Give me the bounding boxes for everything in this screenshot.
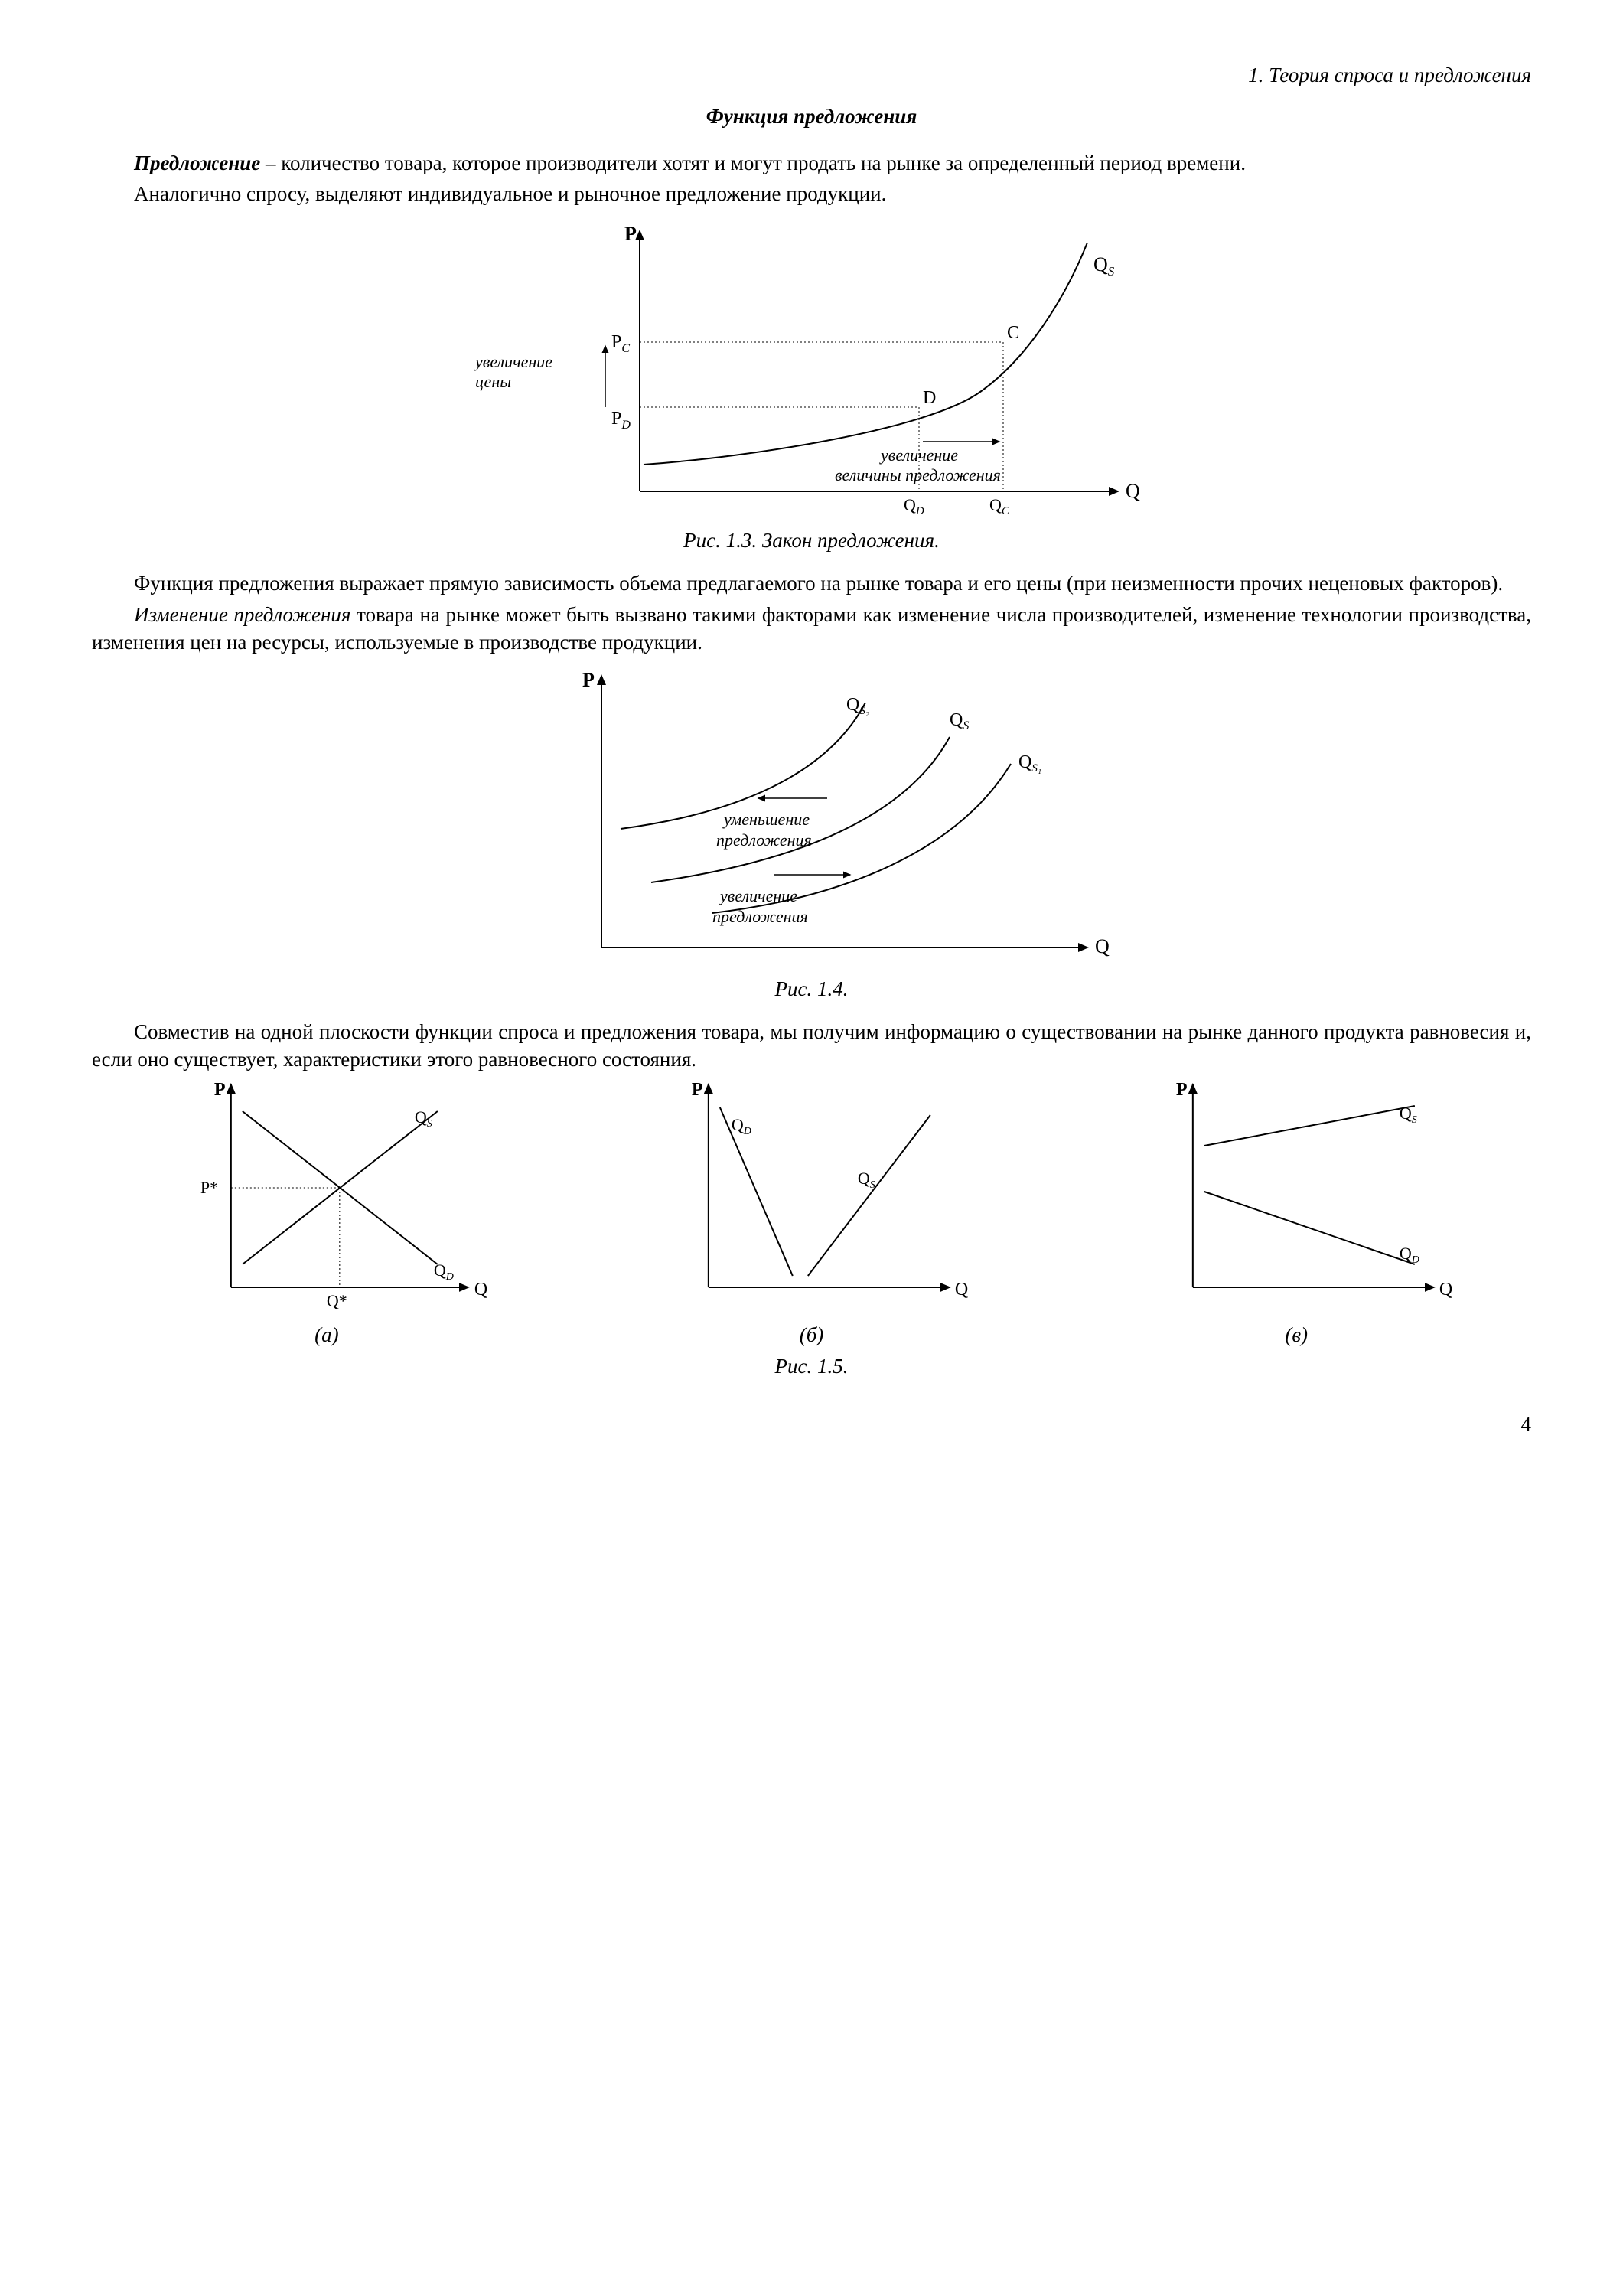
svg-text:QD: QD (434, 1261, 454, 1283)
figure-1-5-c: P Q QS QD (1061, 1077, 1531, 1314)
svg-text:Q: Q (1439, 1280, 1452, 1300)
label-pd: PD (611, 409, 631, 432)
para-3: Функция предложения выражает прямую зави… (92, 569, 1531, 597)
figure-1-3: P Q QS C D PC PD QD QC увеличение цены у… (468, 216, 1156, 522)
label-qs-main: QS (950, 710, 969, 732)
fig14-caption: Рис. 1.4. (92, 975, 1531, 1003)
term-change: Изменение предложения (134, 603, 351, 626)
term-supply: Предложение (134, 152, 260, 174)
figure-1-5-row: P Q QS QD P* Q* (а) P Q (92, 1077, 1531, 1349)
supply-curve (644, 243, 1087, 465)
chapter-header: 1. Теория спроса и предложения (92, 61, 1531, 89)
fig15-b-caption: (б) (577, 1321, 1047, 1349)
label-pc: PC (611, 332, 630, 355)
inc-2: предложения (712, 907, 808, 926)
supply-inc-2: величины предложения (835, 465, 1001, 484)
supply-inc-1: увеличение (879, 445, 958, 465)
svg-text:Q: Q (474, 1280, 487, 1300)
svg-text:P*: P* (200, 1178, 218, 1197)
svg-text:QS: QS (415, 1107, 432, 1130)
fig15-caption: Рис. 1.5. (92, 1352, 1531, 1380)
point-d: D (923, 388, 936, 408)
dec-2: предложения (716, 830, 812, 850)
para-5: Совместив на одной плоскости функции спр… (92, 1018, 1531, 1074)
axis-p: P (624, 223, 637, 245)
point-c: C (1007, 323, 1019, 343)
axis-q: Q (1126, 480, 1140, 502)
label-qs: QS (1093, 253, 1115, 279)
svg-text:QD: QD (732, 1115, 751, 1137)
svg-text:QS: QS (1400, 1104, 1417, 1126)
page-number: 4 (92, 1411, 1531, 1438)
section-title: Функция предложения (92, 103, 1531, 130)
figure-1-5-a: P Q QS QD P* Q* (92, 1077, 562, 1314)
para1-rest: – количество товара, которое производите… (260, 152, 1246, 174)
svg-text:QS: QS (858, 1169, 875, 1191)
para-definition: Предложение – количество товара, которое… (92, 149, 1531, 177)
figure-1-4: P Q QS₂ QS QS₁ уменьшение предложения ув… (498, 664, 1126, 970)
label-qc: QC (989, 495, 1010, 517)
svg-text:Q: Q (955, 1280, 968, 1300)
svg-text:QD: QD (1400, 1244, 1419, 1266)
fig13-caption: Рис. 1.3. Закон предложения. (92, 527, 1531, 554)
fig15-a-caption: (а) (92, 1321, 562, 1349)
price-inc-1: увеличение (474, 352, 552, 371)
fig15-c-caption: (в) (1061, 1321, 1531, 1349)
figure-1-5-b: P Q QD QS (577, 1077, 1047, 1314)
inc-1: увеличение (719, 886, 797, 905)
axis-p-2: P (582, 669, 595, 691)
svg-text:P: P (1176, 1080, 1188, 1100)
price-inc-2: цены (475, 372, 511, 391)
svg-text:P: P (692, 1080, 703, 1100)
label-qd: QD (904, 495, 924, 517)
para-4: Изменение предложения товара на рынке мо… (92, 601, 1531, 657)
svg-text:P: P (214, 1080, 226, 1100)
label-qs1: QS₁ (1018, 752, 1041, 775)
dec-1: уменьшение (722, 810, 810, 829)
svg-text:Q*: Q* (327, 1291, 347, 1310)
label-qs2: QS₂ (846, 695, 869, 717)
axis-q-2: Q (1095, 935, 1110, 957)
para-2: Аналогично спросу, выделяют индивидуальн… (92, 180, 1531, 207)
